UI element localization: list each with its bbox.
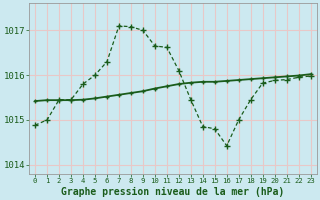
X-axis label: Graphe pression niveau de la mer (hPa): Graphe pression niveau de la mer (hPa)	[61, 186, 284, 197]
